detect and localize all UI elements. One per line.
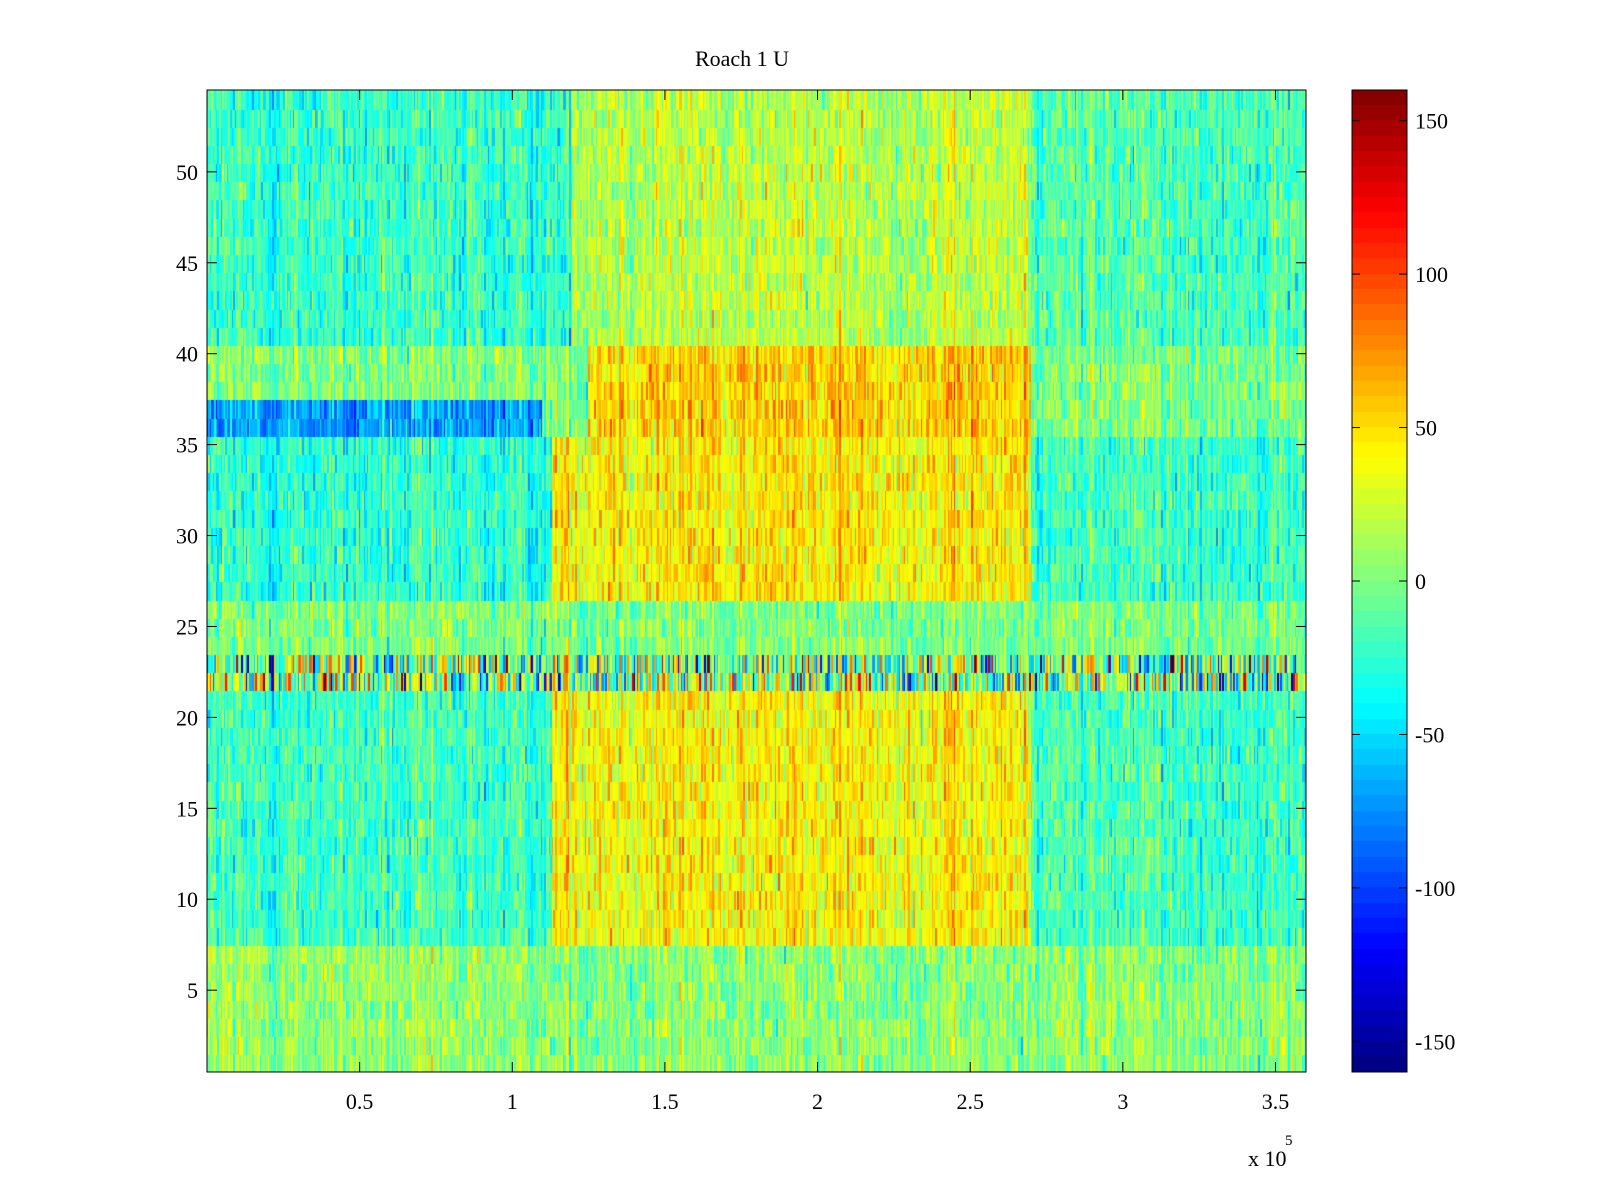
chart-title: Roach 1 U — [695, 46, 789, 71]
y-tick-label: 40 — [176, 342, 198, 367]
y-tick-label: 45 — [176, 251, 198, 276]
y-tick-label: 50 — [176, 160, 198, 185]
y-tick-label: 20 — [176, 705, 198, 730]
colorbar-gradient — [1352, 90, 1407, 1072]
x-tick-label: 3.5 — [1262, 1089, 1290, 1114]
colorbar-tick-label: 100 — [1415, 262, 1448, 287]
colorbar-tick-label: -150 — [1415, 1029, 1455, 1054]
x-tick-label: 1.5 — [651, 1089, 679, 1114]
colorbar-tick-label: 150 — [1415, 109, 1448, 134]
y-tick-label: 10 — [176, 887, 198, 912]
colorbar-tick-label: -50 — [1415, 722, 1444, 747]
heatmap-image — [207, 90, 1306, 1072]
x-exponent-base: x 10 — [1248, 1146, 1287, 1171]
colorbar-ticks: -150 -100 -50 0 50 100 150 — [1352, 109, 1455, 1054]
x-tick-label: 0.5 — [346, 1089, 374, 1114]
plot-frame — [206, 89, 1307, 1073]
y-tick-label: 35 — [176, 433, 198, 458]
x-exponent-power: 5 — [1285, 1133, 1293, 1149]
x-tick-label: 2.5 — [956, 1089, 984, 1114]
x-tick-label: 2 — [812, 1089, 823, 1114]
y-tick-label: 25 — [176, 614, 198, 639]
colorbar: -150 -100 -50 0 50 100 150 — [1351, 89, 1455, 1073]
colorbar-tick-label: -100 — [1415, 876, 1455, 901]
y-axis-ticks: 5 10 15 20 25 30 35 40 45 50 — [176, 160, 1306, 1003]
heatmap-plot: 0.5 1 1.5 2 2.5 3 3.5 5 10 15 20 25 30 35 40 45 50 x 10… — [176, 89, 1307, 1171]
x-tick-label: 3 — [1117, 1089, 1128, 1114]
colorbar-tick-label: 50 — [1415, 416, 1437, 441]
colorbar-tick-label: 0 — [1415, 569, 1426, 594]
y-tick-label: 5 — [187, 978, 198, 1003]
x-tick-label: 1 — [507, 1089, 518, 1114]
y-tick-label: 30 — [176, 524, 198, 549]
x-axis-ticks: 0.5 1 1.5 2 2.5 3 3.5 — [346, 90, 1289, 1114]
y-tick-label: 15 — [176, 796, 198, 821]
